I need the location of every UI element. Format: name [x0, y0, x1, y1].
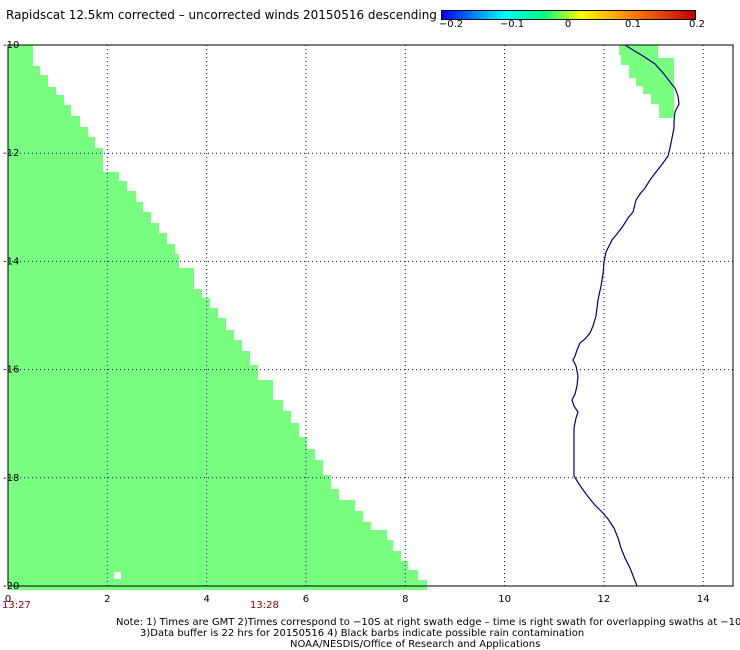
- x-tick-label: 14: [697, 594, 710, 605]
- x-tick-label: 10: [498, 594, 511, 605]
- colorbar-tick: −0.1: [499, 19, 525, 30]
- y-tick-label: -18: [3, 473, 19, 484]
- y-tick-label: -12: [3, 148, 19, 159]
- time-label-end: 13:28: [250, 600, 279, 611]
- colorbar-tick: 0.2: [689, 19, 705, 30]
- y-tick-label: -14: [3, 256, 19, 267]
- x-tick-label: 0: [5, 594, 11, 605]
- swath-patch-coast: [619, 45, 674, 118]
- swath-coverage: [8, 45, 674, 590]
- time-label-start: 13:27: [2, 600, 31, 611]
- colorbar-tick: −0.2: [438, 19, 464, 30]
- y-tick-label: -10: [3, 40, 19, 51]
- grid-lines: [8, 45, 733, 586]
- plot-frame: [7, 44, 734, 587]
- color-scale-bar: [441, 10, 696, 20]
- coastline: [571, 44, 680, 587]
- map-title: Rapidscat 12.5km corrected – uncorrected…: [6, 8, 437, 22]
- note-line-1: Note: 1) Times are GMT 2)Times correspon…: [116, 617, 740, 628]
- x-tick-label: 8: [402, 594, 408, 605]
- axis-ticks: 0 2 4 6 8 10 12 14 -10 -12 -14 -16 -18 -20: [3, 40, 710, 605]
- y-tick-label: -16: [3, 365, 19, 376]
- y-tick-label: -20: [3, 581, 19, 592]
- note-line-3: NOAA/NESDIS/Office of Research and Appli…: [290, 639, 541, 650]
- missing-data-cell: [114, 572, 121, 579]
- colorbar-tick: 0: [564, 19, 572, 30]
- swath-swath-left: [8, 45, 427, 590]
- colorbar-tick: 0.1: [625, 19, 641, 30]
- x-tick-label: 12: [598, 594, 611, 605]
- x-tick-label: 4: [203, 594, 209, 605]
- x-tick-label: 6: [303, 594, 309, 605]
- x-tick-label: 2: [104, 594, 110, 605]
- note-line-2: 3)Data buffer is 22 hrs for 20150516 4) …: [140, 628, 585, 639]
